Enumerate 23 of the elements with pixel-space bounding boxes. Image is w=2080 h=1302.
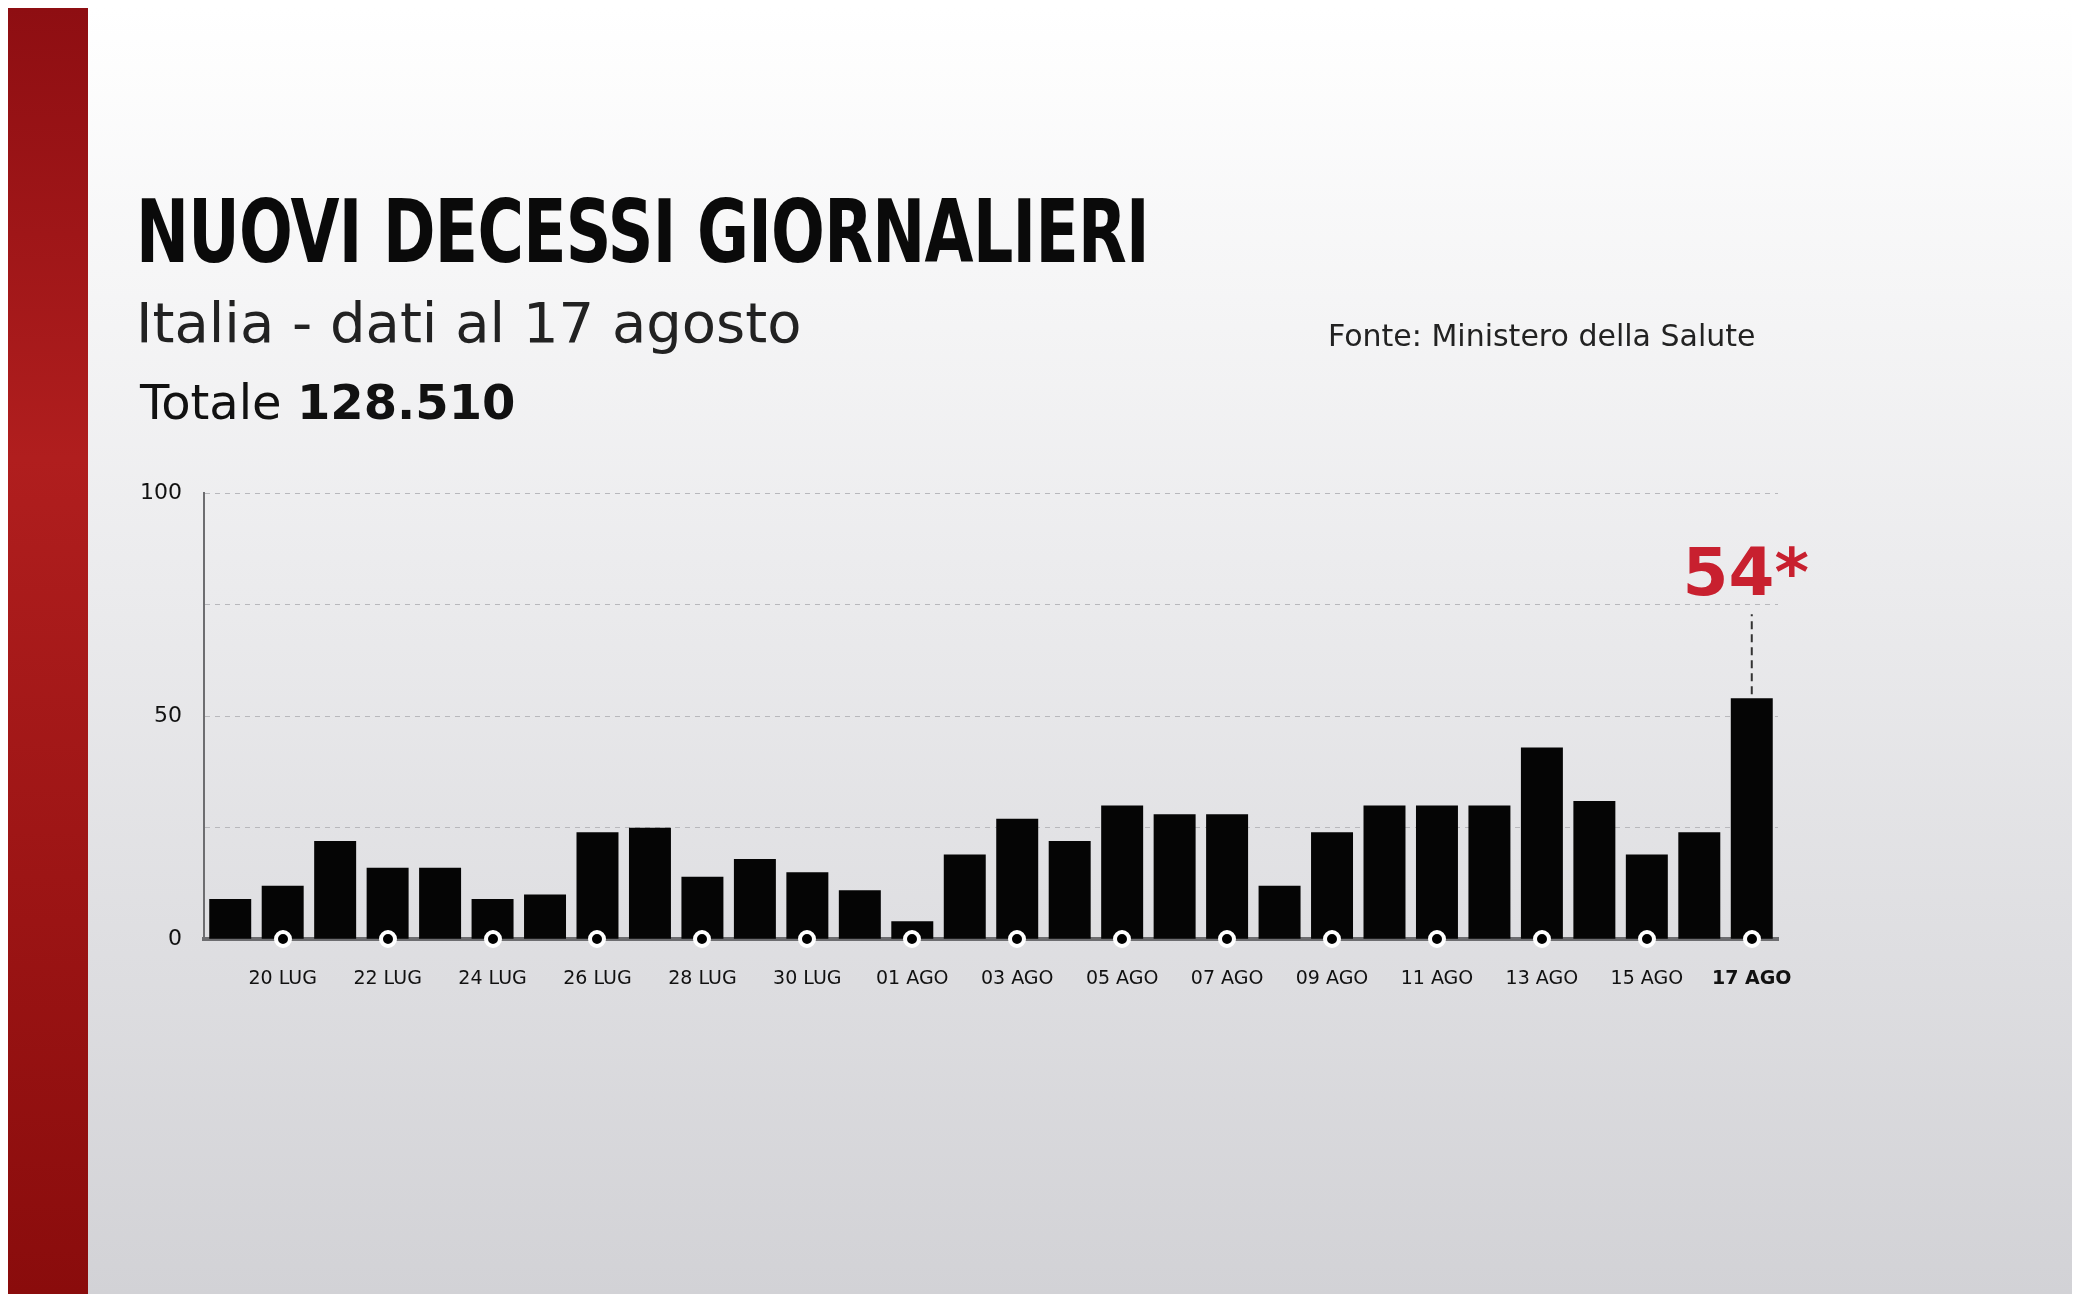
x-tick-label: 11 AGO — [1400, 965, 1474, 988]
y-tick-label: 50 — [153, 701, 182, 727]
y-tick-label: 100 — [139, 478, 182, 504]
y-tick-label: 0 — [167, 924, 182, 950]
x-tick-label: 09 AGO — [1295, 965, 1369, 988]
x-tick-label: 24 LUG — [458, 965, 527, 988]
x-tick-label: 17 AGO — [1712, 965, 1792, 988]
x-tick-label: 03 AGO — [980, 965, 1054, 988]
source-note: Fonte: Ministero della Salute — [1328, 318, 1756, 353]
chart-title: NUOVI DECESSI GIORNALIERI — [136, 180, 1149, 283]
x-tick-label: 26 LUG — [563, 965, 632, 988]
x-tick-label: 30 LUG — [773, 965, 842, 988]
x-tick-label: 15 AGO — [1610, 965, 1684, 988]
x-tick-label: 20 LUG — [248, 965, 317, 988]
text: Totale 128.510 — [140, 374, 516, 430]
annotation: 54* — [1682, 533, 1809, 611]
x-tick-label: 28 LUG — [668, 965, 737, 988]
x-tick-label: 05 AGO — [1085, 965, 1159, 988]
x-tick-label: 01 AGO — [876, 965, 949, 988]
x-tick-label: 22 LUG — [353, 965, 422, 988]
chart-subtitle: Italia - dati al 17 agosto — [136, 290, 802, 355]
x-tick-label: 13 AGO — [1505, 965, 1579, 988]
x-tick-label: 07 AGO — [1190, 965, 1264, 988]
